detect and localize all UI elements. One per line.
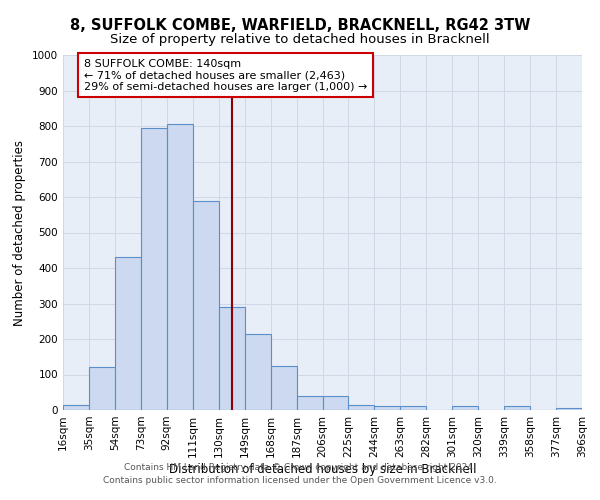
Bar — [400, 406, 426, 410]
Bar — [89, 368, 115, 410]
Bar — [296, 396, 323, 410]
Text: 8, SUFFOLK COMBE, WARFIELD, BRACKNELL, RG42 3TW: 8, SUFFOLK COMBE, WARFIELD, BRACKNELL, R… — [70, 18, 530, 32]
Bar — [167, 124, 193, 410]
Text: Size of property relative to detached houses in Bracknell: Size of property relative to detached ho… — [110, 32, 490, 46]
Bar — [63, 404, 89, 410]
Bar — [245, 334, 271, 410]
Bar — [271, 366, 296, 410]
Bar — [323, 396, 349, 410]
X-axis label: Distribution of detached houses by size in Bracknell: Distribution of detached houses by size … — [169, 462, 476, 475]
Bar — [141, 128, 167, 410]
Bar — [115, 258, 141, 410]
Text: Contains public sector information licensed under the Open Government Licence v3: Contains public sector information licen… — [103, 476, 497, 485]
Bar — [374, 406, 400, 410]
Text: Contains HM Land Registry data © Crown copyright and database right 2024.: Contains HM Land Registry data © Crown c… — [124, 464, 476, 472]
Bar — [349, 404, 374, 410]
Bar — [452, 406, 478, 410]
Y-axis label: Number of detached properties: Number of detached properties — [13, 140, 26, 326]
Bar — [218, 307, 245, 410]
Text: 8 SUFFOLK COMBE: 140sqm
← 71% of detached houses are smaller (2,463)
29% of semi: 8 SUFFOLK COMBE: 140sqm ← 71% of detache… — [84, 58, 367, 92]
Bar — [556, 408, 582, 410]
Bar — [504, 406, 530, 410]
Bar — [193, 200, 218, 410]
